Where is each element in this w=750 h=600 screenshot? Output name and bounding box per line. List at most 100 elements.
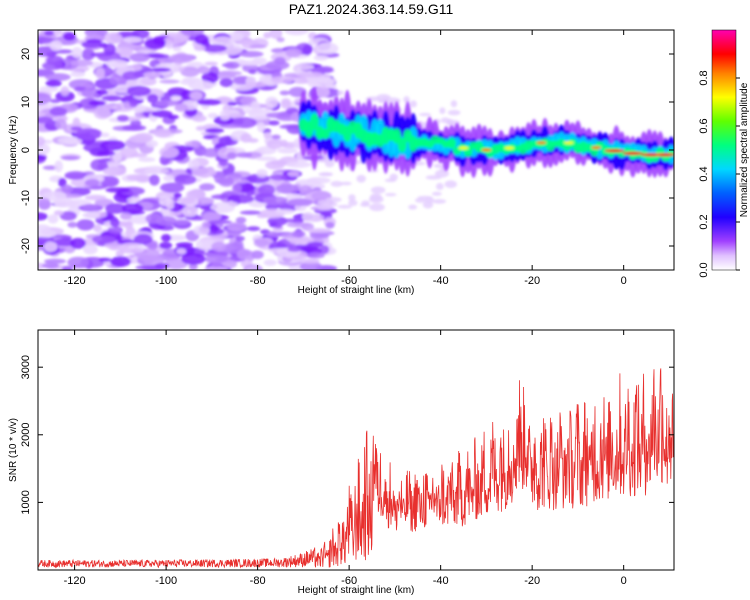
noise-blob bbox=[145, 140, 159, 148]
noise-blob bbox=[297, 71, 324, 78]
noise-blob bbox=[44, 73, 71, 82]
spectrogram-heatmap bbox=[38, 30, 674, 270]
noise-blob bbox=[154, 99, 179, 107]
noise-blob bbox=[204, 61, 218, 66]
noise-blob bbox=[324, 159, 335, 168]
y-tick-label: 1000 bbox=[20, 490, 32, 514]
noise-blob bbox=[47, 214, 59, 224]
noise-blob bbox=[45, 79, 62, 88]
noise-blob bbox=[116, 114, 129, 122]
noise-blob bbox=[246, 226, 261, 232]
noise-blob bbox=[104, 32, 123, 44]
noise-blob bbox=[266, 139, 283, 150]
noise-blob bbox=[96, 89, 108, 96]
noise-blob bbox=[138, 77, 157, 86]
x-tick-label: -100 bbox=[155, 275, 177, 287]
noise-blob bbox=[211, 194, 231, 200]
y-tick-label: 0 bbox=[20, 147, 32, 153]
noise-blob bbox=[188, 80, 214, 91]
noise-blob bbox=[201, 44, 227, 53]
noise-blob bbox=[286, 222, 311, 228]
noise-blob bbox=[168, 53, 194, 64]
noise-blob bbox=[180, 66, 200, 77]
noise-blob bbox=[105, 187, 131, 193]
x-tick-label: -120 bbox=[64, 275, 86, 287]
noise-blob bbox=[163, 174, 175, 182]
noise-blob bbox=[236, 104, 253, 110]
noise-blob bbox=[38, 229, 57, 238]
noise-blob bbox=[173, 192, 182, 199]
noise-blob bbox=[41, 191, 67, 202]
noise-blob bbox=[314, 85, 330, 98]
noise-blob bbox=[232, 183, 242, 194]
noise-blob bbox=[279, 90, 290, 96]
noise-blob bbox=[138, 157, 156, 163]
noise-blob bbox=[39, 85, 59, 93]
noise-blob bbox=[170, 95, 182, 102]
ridge-peak bbox=[604, 149, 625, 153]
noise-blob bbox=[270, 159, 288, 166]
noise-blob bbox=[313, 54, 329, 61]
noise-blob bbox=[173, 219, 190, 225]
noise-blob bbox=[106, 59, 128, 69]
noise-blob bbox=[275, 183, 300, 194]
noise-blob bbox=[250, 101, 261, 112]
noise-blob bbox=[119, 247, 143, 254]
noise-blob bbox=[153, 128, 172, 138]
noise-blob bbox=[194, 34, 210, 45]
noise-blob bbox=[246, 266, 260, 270]
noise-blob bbox=[84, 194, 107, 201]
y-tick-label: 10 bbox=[20, 96, 32, 108]
x-tick-label: -80 bbox=[250, 575, 266, 587]
noise-blob bbox=[38, 116, 53, 124]
noise-blob bbox=[267, 216, 288, 226]
noise-blob bbox=[218, 158, 228, 167]
noise-blob bbox=[205, 127, 225, 134]
noise-blob bbox=[302, 44, 313, 56]
noise-blob bbox=[102, 103, 118, 110]
noise-blob bbox=[291, 230, 306, 238]
noise-blob bbox=[285, 47, 302, 58]
y-tick-label: -20 bbox=[20, 238, 32, 254]
noise-blob bbox=[235, 216, 247, 224]
noise-blob bbox=[320, 245, 330, 254]
x-tick-label: -60 bbox=[341, 275, 357, 287]
ridge-peak bbox=[389, 137, 400, 141]
noise-blob bbox=[191, 140, 201, 149]
noise-blob bbox=[131, 30, 150, 39]
noise-blob bbox=[145, 213, 163, 224]
noise-blob bbox=[49, 107, 68, 117]
noise-blob bbox=[219, 78, 234, 88]
noise-blob bbox=[82, 244, 98, 255]
noise-blob bbox=[99, 140, 126, 151]
noise-blob bbox=[409, 100, 417, 108]
ridge-blob bbox=[447, 137, 457, 149]
noise-blob bbox=[63, 137, 83, 145]
noise-blob bbox=[287, 198, 314, 206]
spectrogram-y-ticks: -20 -10 0 10 20 bbox=[20, 48, 674, 254]
noise-blob bbox=[64, 171, 87, 180]
noise-blob bbox=[255, 156, 277, 161]
noise-blob bbox=[100, 132, 110, 138]
snr-y-ticks: 1000 2000 3000 bbox=[20, 355, 674, 515]
noise-blob bbox=[81, 87, 102, 99]
noise-blob bbox=[55, 118, 67, 130]
noise-blob bbox=[220, 43, 243, 56]
noise-blob bbox=[164, 35, 188, 44]
noise-blob bbox=[90, 159, 108, 171]
noise-blob bbox=[325, 221, 335, 229]
noise-blob bbox=[265, 96, 279, 108]
noise-blob bbox=[180, 30, 205, 37]
noise-blob bbox=[280, 218, 304, 223]
noise-blob bbox=[61, 184, 73, 194]
noise-blob bbox=[188, 159, 200, 171]
noise-blob bbox=[81, 41, 102, 48]
noise-blob bbox=[293, 63, 315, 71]
noise-blob bbox=[208, 219, 233, 225]
noise-blob bbox=[55, 90, 75, 102]
noise-blob bbox=[361, 200, 370, 206]
noise-blob bbox=[161, 69, 172, 78]
noise-blob bbox=[143, 71, 162, 78]
ridge-peak bbox=[536, 141, 547, 145]
noise-blob bbox=[235, 235, 245, 242]
